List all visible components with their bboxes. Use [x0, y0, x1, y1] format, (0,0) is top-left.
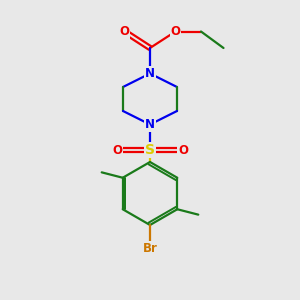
Text: O: O [178, 143, 188, 157]
Text: S: S [145, 143, 155, 157]
Text: O: O [170, 25, 181, 38]
Text: N: N [145, 118, 155, 131]
Text: N: N [145, 67, 155, 80]
Text: Br: Br [142, 242, 158, 255]
Text: O: O [112, 143, 122, 157]
Text: O: O [119, 25, 130, 38]
